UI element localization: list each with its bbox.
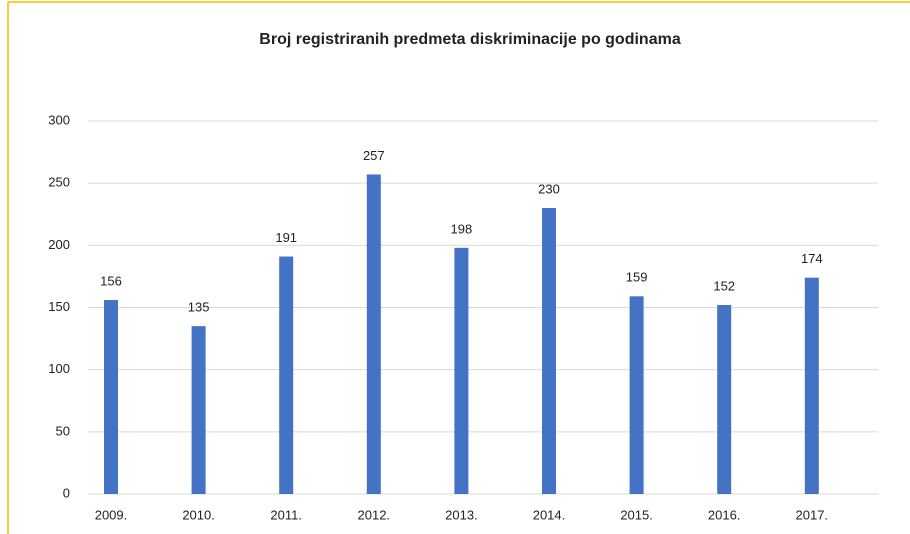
value-label: 198	[451, 221, 473, 236]
x-tick-label: 2016.	[708, 507, 741, 522]
x-tick-label: 2014.	[533, 507, 566, 522]
bar	[629, 296, 644, 494]
value-label: 156	[100, 273, 122, 288]
y-tick-label: 100	[48, 361, 70, 376]
x-tick-label: 2009.	[95, 507, 128, 522]
bar	[717, 305, 732, 494]
value-label: 191	[275, 230, 297, 245]
bar	[279, 256, 294, 494]
value-label: 152	[713, 278, 735, 293]
bar	[454, 247, 469, 494]
y-tick-label: 150	[48, 299, 70, 314]
bar	[804, 277, 819, 494]
value-label: 135	[188, 300, 210, 315]
bar	[366, 174, 381, 495]
value-label: 174	[801, 251, 823, 266]
x-tick-label: 2012.	[358, 507, 391, 522]
chart-title: Broj registriranih predmeta diskriminaci…	[259, 31, 681, 48]
value-label: 159	[626, 270, 648, 285]
value-label: 230	[538, 181, 560, 196]
bar	[104, 300, 118, 494]
y-tick-label: 250	[48, 175, 70, 190]
y-tick-label: 300	[48, 112, 70, 127]
x-tick-label: 2017.	[796, 507, 829, 522]
y-tick-label: 0	[63, 485, 70, 500]
y-tick-label: 200	[48, 237, 70, 252]
bar	[191, 326, 206, 494]
y-tick-label: 50	[56, 423, 70, 438]
x-tick-label: 2015.	[620, 507, 653, 522]
x-tick-label: 2011.	[270, 507, 302, 522]
x-tick-label: 2010.	[182, 507, 215, 522]
x-tick-label: 2013.	[445, 507, 478, 522]
value-label: 257	[363, 148, 385, 163]
bar	[542, 208, 556, 495]
